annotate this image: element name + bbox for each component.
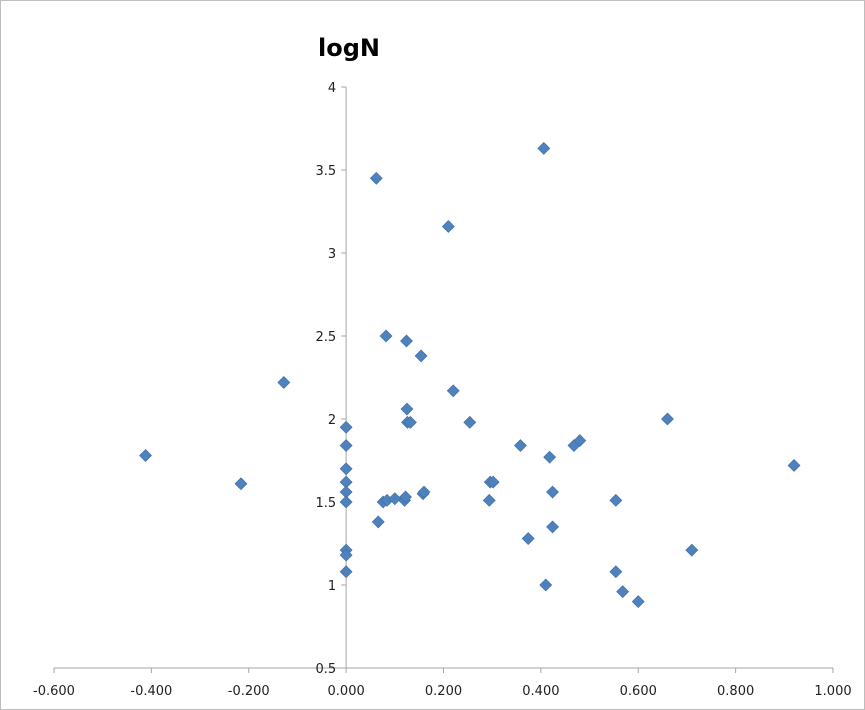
data-point: [539, 578, 553, 592]
data-point: [403, 415, 417, 429]
data-point: [631, 595, 645, 609]
x-tick-label: 0.600: [620, 684, 657, 699]
x-tick-label: 0.400: [522, 684, 559, 699]
data-point: [537, 141, 551, 155]
data-point: [573, 434, 587, 448]
data-point: [388, 492, 402, 506]
data-point: [399, 490, 412, 504]
data-point: [277, 376, 291, 389]
y-tick-label: 2: [328, 413, 336, 428]
data-point: [339, 565, 353, 579]
x-tick-label: 0.000: [328, 684, 365, 699]
data-point: [609, 565, 623, 579]
x-tick-label: 0.200: [425, 684, 462, 699]
y-tick-label: 4: [328, 81, 336, 96]
y-tick-label: 2.5: [315, 330, 336, 345]
data-point: [414, 349, 428, 363]
data-points: [139, 141, 801, 609]
data-point: [521, 532, 535, 545]
data-point: [339, 548, 353, 562]
data-point: [339, 495, 353, 509]
data-point: [446, 384, 460, 398]
data-point: [339, 462, 353, 476]
data-point: [139, 449, 152, 462]
data-point: [616, 585, 630, 599]
data-point: [441, 220, 455, 233]
axes: -0.600 -0.400 -0.200 0.000 0.200 0.400 0.600 0.…: [33, 81, 852, 699]
data-point: [339, 439, 353, 452]
data-point: [234, 477, 248, 491]
x-tick-label: 0.800: [717, 684, 754, 699]
x-tick-label: -0.400: [130, 684, 172, 699]
y-tick-label: 3.5: [315, 164, 336, 179]
data-point: [400, 334, 413, 348]
data-point: [546, 485, 559, 499]
data-point: [463, 415, 477, 429]
y-tick-label: 3: [328, 247, 336, 262]
data-point: [482, 493, 496, 507]
data-point: [685, 543, 699, 557]
data-point: [486, 475, 500, 489]
data-point: [546, 520, 559, 534]
y-tick-label: 0.5: [315, 662, 336, 677]
data-point: [609, 493, 623, 507]
data-point: [543, 450, 557, 464]
x-tick-label: -0.200: [228, 684, 270, 699]
data-point: [400, 402, 414, 416]
y-tick-label: 1: [328, 579, 336, 594]
data-point: [339, 420, 353, 434]
x-tick-label: -0.600: [33, 684, 75, 699]
chart-title: logN: [318, 34, 380, 62]
data-point: [371, 515, 385, 529]
data-point: [379, 329, 393, 343]
y-tick-label: 1.5: [315, 496, 336, 511]
data-point: [787, 459, 801, 472]
data-point: [369, 171, 383, 185]
data-point: [417, 485, 431, 499]
data-point: [514, 439, 527, 452]
x-tick-label: 1.000: [814, 684, 851, 699]
data-point: [661, 412, 674, 426]
